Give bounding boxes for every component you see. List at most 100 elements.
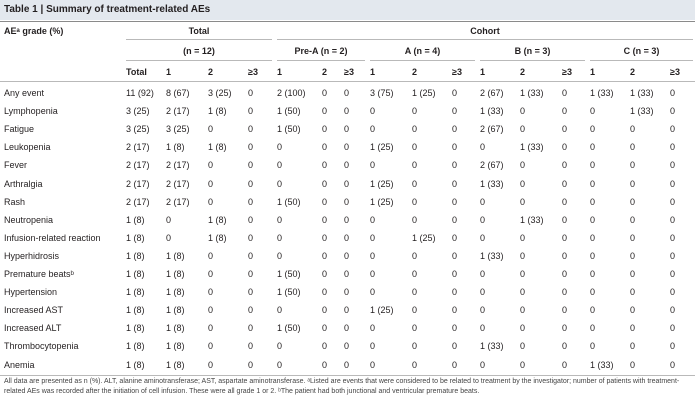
cell: 0 — [562, 178, 568, 189]
cell: 0 — [630, 250, 636, 261]
cell: 0 — [370, 160, 376, 171]
cell: 0 — [248, 341, 254, 352]
cell: 1 (8) — [126, 214, 145, 225]
row-label: Lymphopenia — [4, 106, 58, 117]
cell: 0 — [480, 359, 486, 370]
cell: 0 — [630, 341, 636, 352]
row-label: Increased ALT — [4, 323, 62, 334]
rule — [126, 39, 272, 40]
cell: 2 (17) — [126, 196, 150, 207]
cell: 0 — [322, 196, 328, 207]
cell: 0 — [208, 160, 214, 171]
cell: 0 — [412, 305, 418, 316]
cell: 0 — [322, 341, 328, 352]
cell: 0 — [670, 178, 676, 189]
cell: 2 (67) — [480, 124, 504, 135]
cell: 1 (33) — [520, 214, 544, 225]
cell: 2 (17) — [166, 106, 190, 117]
cell: 0 — [520, 178, 526, 189]
cell: 0 — [208, 341, 214, 352]
cell: 0 — [277, 250, 283, 261]
cell: 0 — [277, 341, 283, 352]
cell: 0 — [630, 124, 636, 135]
cell: 0 — [322, 359, 328, 370]
cell: 0 — [520, 269, 526, 279]
cell: 1 (25) — [412, 232, 436, 243]
cell: 0 — [208, 178, 214, 189]
cell: 0 — [344, 341, 350, 352]
cell: 0 — [630, 178, 636, 189]
cell: 0 — [520, 305, 526, 316]
cell: 1 (8) — [126, 359, 145, 370]
cell: 0 — [562, 160, 568, 171]
cell: 0 — [520, 124, 526, 135]
cell: 0 — [412, 124, 418, 135]
cell: 0 — [412, 214, 418, 225]
cell: 0 — [520, 287, 526, 298]
column-header: Total — [126, 67, 147, 77]
cell: 0 — [670, 359, 676, 370]
cell: 0 — [248, 359, 254, 370]
cell: 1 (33) — [590, 359, 614, 370]
subgroup-header: Pre-A (n = 2) — [294, 46, 348, 56]
cell: 1 (25) — [412, 88, 436, 98]
cell: 0 — [630, 359, 636, 370]
cell: 3 (25) — [166, 124, 190, 135]
cell: 0 — [562, 341, 568, 352]
cell: 0 — [248, 214, 254, 225]
cell: 1 (33) — [520, 142, 544, 153]
cell: 0 — [344, 106, 350, 117]
cell: 0 — [166, 214, 172, 225]
rule — [277, 60, 365, 61]
subgroup-header: B (n = 3) — [514, 46, 551, 56]
footnote: All data are presented as n (%). ALT, al… — [4, 378, 680, 395]
row-label: Premature beatsᵇ — [4, 269, 74, 279]
cell: 0 — [344, 305, 350, 316]
cell: 0 — [277, 232, 283, 243]
cell: 1 (8) — [126, 305, 145, 316]
cell: 1 (50) — [277, 106, 301, 117]
cell: 0 — [248, 88, 254, 98]
cell: 0 — [590, 250, 596, 261]
cell: 0 — [630, 305, 636, 316]
rule — [277, 39, 693, 40]
cell: 2 (17) — [126, 142, 150, 153]
cell: 0 — [670, 214, 676, 225]
cell: 0 — [370, 269, 376, 279]
cell: 1 (8) — [166, 359, 185, 370]
cell: 0 — [248, 124, 254, 135]
cell: 0 — [370, 214, 376, 225]
cell: 0 — [344, 250, 350, 261]
cell: 0 — [670, 269, 676, 279]
rule — [126, 60, 272, 61]
cell: 0 — [670, 196, 676, 207]
cell: 1 (25) — [370, 178, 394, 189]
cell: 0 — [452, 88, 458, 98]
cell: 0 — [520, 106, 526, 117]
column-header: 1 — [370, 67, 376, 77]
cell: 0 — [322, 323, 328, 334]
cell: 0 — [322, 214, 328, 225]
cell: 1 (8) — [166, 250, 185, 261]
cell: 0 — [562, 250, 568, 261]
cell: 0 — [208, 269, 214, 279]
cell: 0 — [412, 106, 418, 117]
cell: 0 — [630, 142, 636, 153]
cell: 0 — [370, 323, 376, 334]
cell: 0 — [630, 214, 636, 225]
cell: 0 — [412, 269, 418, 279]
cell: 0 — [630, 287, 636, 298]
column-header: ≥3 — [452, 67, 462, 77]
title-bar: Table 1 | Summary of treatment-related A… — [0, 0, 695, 20]
cell: 0 — [520, 250, 526, 261]
cell: 0 — [630, 269, 636, 279]
cell: 1 (33) — [480, 341, 504, 352]
cell: 0 — [370, 359, 376, 370]
cell: 1 (25) — [370, 142, 394, 153]
cell: 0 — [630, 160, 636, 171]
group-header: Cohort — [470, 26, 500, 36]
cell: 0 — [277, 178, 283, 189]
cell: 0 — [412, 160, 418, 171]
cell: 1 (8) — [126, 323, 145, 334]
